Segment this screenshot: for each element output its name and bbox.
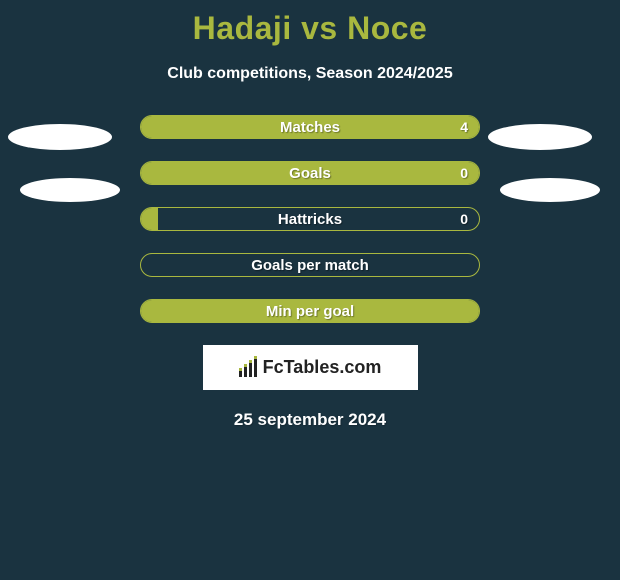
bar-value (140, 299, 470, 323)
stat-row: Goals per match (0, 253, 620, 277)
stat-row: Hattricks0 (0, 207, 620, 231)
logo-box: FcTables.com (203, 345, 418, 390)
page-title: Hadaji vs Noce (0, 0, 620, 47)
bar-value: 0 (140, 207, 470, 231)
logo-text: FcTables.com (263, 357, 382, 378)
logo-bars-icon (239, 359, 259, 377)
decorative-oval (500, 178, 600, 202)
logo: FcTables.com (239, 357, 382, 378)
bar-value: 4 (140, 115, 470, 139)
date-text: 25 september 2024 (0, 410, 620, 430)
decorative-oval (488, 124, 592, 150)
bar-value (140, 253, 470, 277)
page-subtitle: Club competitions, Season 2024/2025 (0, 65, 620, 83)
decorative-oval (8, 124, 112, 150)
bar-value: 0 (140, 161, 470, 185)
decorative-oval (20, 178, 120, 202)
stat-row: Min per goal (0, 299, 620, 323)
